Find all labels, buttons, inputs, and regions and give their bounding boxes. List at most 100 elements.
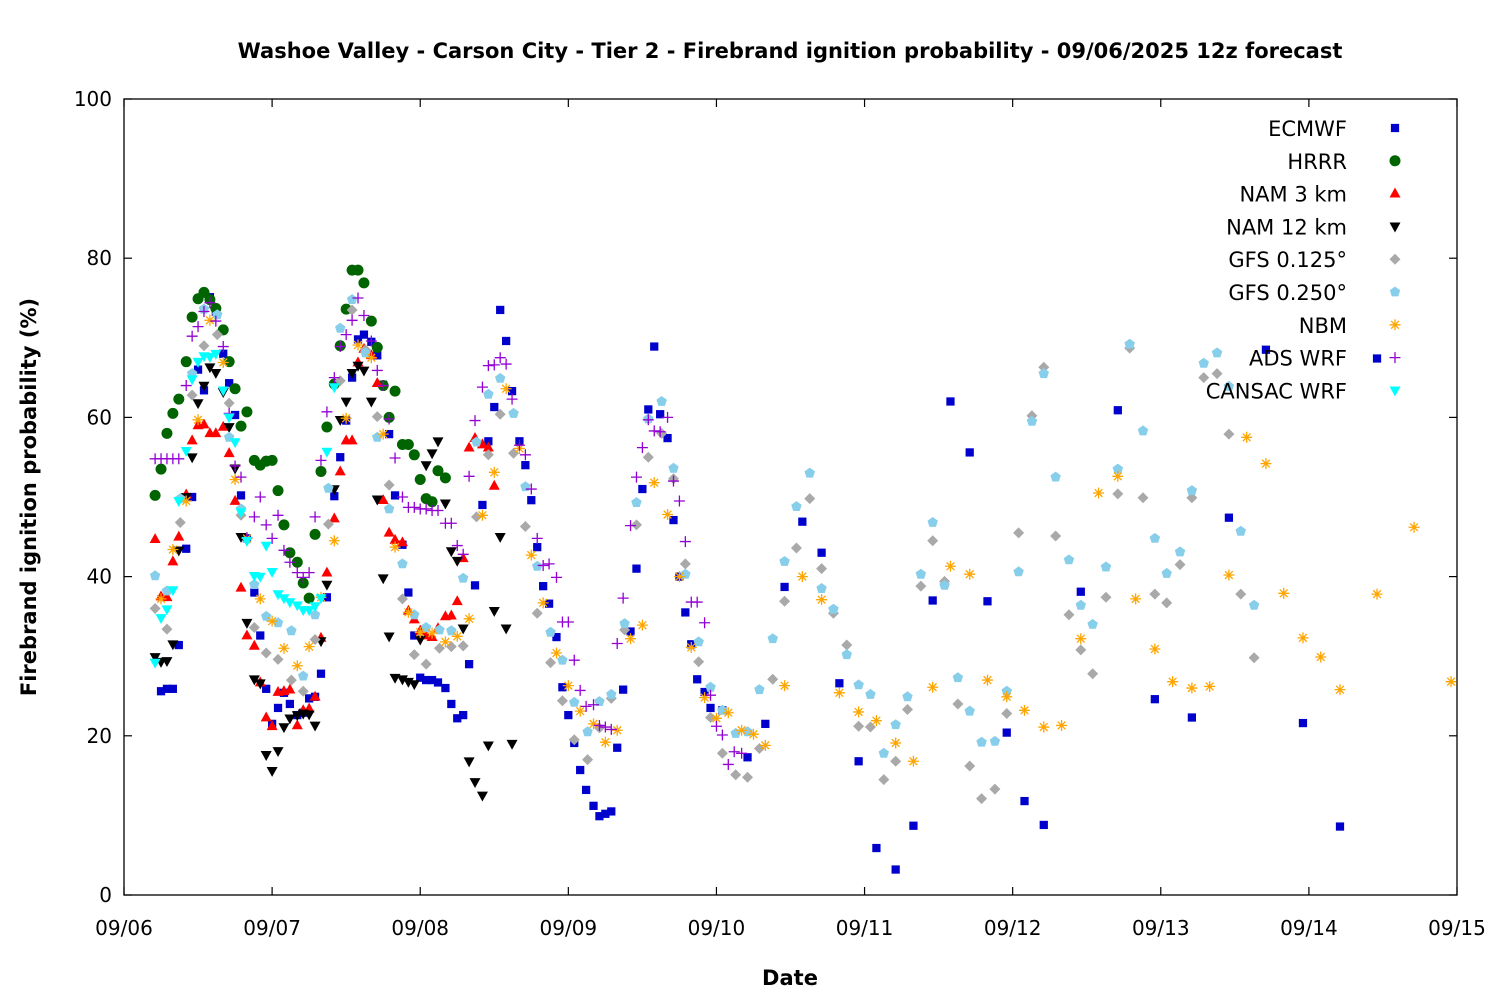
legend-marker-6 (1389, 319, 1401, 331)
point-4-86 (1211, 368, 1223, 380)
point-0-26 (316, 669, 326, 678)
point-0-115 (1335, 822, 1345, 831)
point-1-34 (358, 277, 370, 289)
point-6-22 (426, 627, 438, 639)
point-4-51 (779, 595, 791, 607)
point-0-21 (285, 699, 295, 709)
point-0-83 (669, 515, 678, 525)
y-tick-label-3: 60 (87, 405, 112, 429)
point-7-19 (266, 532, 278, 544)
point-6-10 (278, 642, 290, 654)
point-6-24 (451, 630, 463, 642)
point-0-46 (441, 683, 450, 693)
point-4-83 (1174, 559, 1186, 571)
point-4-56 (841, 639, 853, 651)
data-points (149, 264, 1457, 874)
point-0-102 (946, 397, 955, 406)
point-0-103 (965, 448, 974, 457)
point-4-25 (457, 640, 469, 652)
point-3-8 (198, 381, 210, 392)
point-3-26 (309, 721, 321, 732)
point-0-78 (638, 484, 647, 494)
point-1-6 (186, 311, 198, 323)
point-2-38 (383, 526, 395, 537)
point-3-42 (408, 680, 420, 691)
point-0-11 (225, 379, 234, 388)
point-4-69 (1001, 708, 1013, 720)
legend-marker-1 (1389, 155, 1401, 167)
point-7-35 (365, 335, 377, 347)
point-4-19 (383, 479, 395, 491)
point-7-83 (662, 411, 674, 423)
point-4-1 (161, 623, 173, 635)
point-5-49 (754, 684, 765, 695)
point-3-58 (506, 739, 518, 750)
point-8-7 (192, 357, 204, 368)
point-3-45 (426, 449, 438, 460)
point-6-71 (1167, 676, 1179, 688)
point-6-37 (611, 724, 623, 736)
legend-marker-4 (1389, 253, 1401, 265)
point-6-2 (180, 495, 192, 507)
point-5-44 (693, 636, 704, 647)
point-4-85 (1198, 372, 1210, 384)
point-1-5 (180, 356, 192, 368)
point-7-34 (358, 310, 370, 322)
point-5-79 (1124, 338, 1135, 349)
point-5-51 (779, 556, 790, 566)
point-0-72 (601, 809, 610, 818)
point-7-80 (642, 414, 654, 426)
point-4-82 (1161, 597, 1173, 609)
point-4-10 (272, 653, 284, 665)
point-4-73 (1050, 530, 1062, 542)
point-0-80 (650, 342, 659, 351)
point-2-32 (346, 434, 358, 445)
point-8-10 (210, 349, 222, 360)
point-6-36 (599, 736, 611, 748)
point-2-48 (445, 609, 457, 620)
point-1-35 (365, 315, 377, 327)
point-5-85 (1198, 357, 1209, 368)
point-0-3 (174, 640, 183, 650)
point-5-65 (952, 672, 964, 683)
point-0-116 (1372, 354, 1382, 363)
point-6-81 (1371, 588, 1383, 600)
point-4-20 (396, 593, 408, 605)
point-7-92 (716, 729, 728, 741)
point-3-10 (210, 368, 222, 379)
series-6 (155, 314, 1457, 767)
point-7-51 (463, 470, 475, 482)
point-2-54 (482, 441, 494, 452)
point-0-113 (1261, 345, 1271, 354)
point-6-3 (192, 414, 204, 426)
point-5-68 (989, 735, 1001, 746)
point-8-3 (167, 586, 179, 597)
point-4-29 (508, 447, 520, 459)
point-5-53 (804, 467, 815, 478)
point-6-19 (389, 541, 401, 553)
point-2-40 (396, 536, 408, 547)
point-0-107 (1039, 820, 1048, 830)
point-0-104 (983, 597, 992, 606)
point-7-76 (617, 592, 629, 604)
point-5-89 (1248, 599, 1260, 610)
point-3-31 (340, 397, 352, 408)
point-0-96 (835, 679, 844, 688)
point-0-19 (273, 703, 283, 713)
point-5-50 (767, 633, 778, 644)
point-7-71 (588, 699, 600, 711)
point-0-63 (544, 599, 554, 608)
point-4-11 (285, 674, 297, 686)
point-7-73 (599, 721, 611, 733)
point-6-20 (402, 606, 414, 618)
point-5-5 (212, 309, 223, 320)
point-4-3 (186, 389, 198, 401)
point-0-70 (589, 801, 598, 810)
point-5-76 (1087, 618, 1098, 629)
point-2-49 (451, 595, 463, 606)
point-6-74 (1223, 569, 1235, 581)
point-6-16 (352, 339, 364, 351)
point-2-30 (334, 465, 346, 476)
point-5-25 (457, 572, 469, 583)
point-2-19 (266, 720, 278, 731)
